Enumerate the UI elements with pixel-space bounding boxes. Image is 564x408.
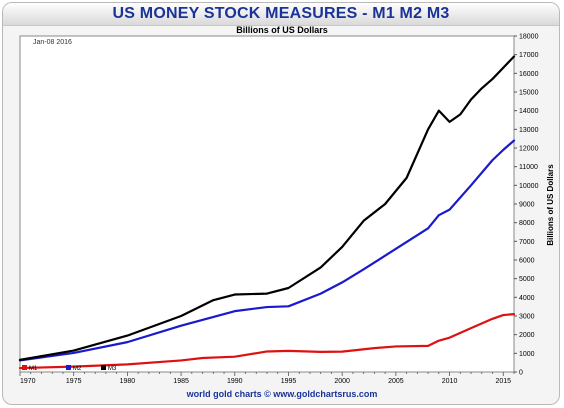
y-tick-label: 7000 [519,239,535,246]
series-layer [18,55,516,370]
legend-swatch-m3 [101,365,106,370]
legend-swatch-m2 [66,365,71,370]
x-tick-label: 1985 [173,378,189,385]
y-tick-label: 3000 [519,314,535,321]
chart-title: US MONEY STOCK MEASURES - M1 M2 M3 [112,5,450,22]
y-tick-label: 15000 [519,90,539,97]
series-line-m1 [18,313,516,370]
plot-area [19,35,515,373]
series-line-m3 [18,55,516,361]
y-tick-label: 6000 [519,258,535,265]
y-tick-label: 1000 [519,351,535,358]
x-tick-label: 2010 [442,378,458,385]
y-tick-label: 10000 [519,183,539,190]
x-tick-label: 1975 [66,378,82,385]
legend-swatch-m1 [22,365,27,370]
x-tick-label: 1990 [227,378,243,385]
y-axis-label: Billions of US Dollars [546,164,555,246]
x-tick-label: 2015 [495,378,511,385]
y-tick-label: 17000 [519,52,539,59]
y-tick-label: 14000 [519,108,539,115]
date-note: Jan-08 2016 [33,39,72,46]
legend-label-m1: M1 [29,366,38,372]
chart-subtitle: Billions of US Dollars [236,25,328,35]
title-bar: US MONEY STOCK MEASURES - M1 M2 M3 [3,3,559,26]
y-tick-label: 13000 [519,127,539,134]
series-line-m2 [18,139,516,362]
x-tick-label: 1980 [120,378,136,385]
x-axis-ticks: 1970 1975 1980 1985 1990 1995 2000 2005 2010 2015 [19,372,515,385]
legend: M1 M2 M3 [22,365,117,372]
y-axis-ticks: 0 1000 2000 3000 4000 5000 6000 7000 8000 9000 100… [514,34,539,377]
x-tick-label: 1970 [20,378,36,385]
x-tick-label: 2005 [388,378,404,385]
y-tick-label: 9000 [519,202,535,209]
y-tick-label: 5000 [519,276,535,283]
y-tick-label: 11000 [519,164,538,171]
y-tick-label: 0 [519,370,523,377]
y-tick-label: 4000 [519,295,535,302]
x-tick-label: 2000 [334,378,350,385]
legend-label-m3: M3 [108,366,117,372]
x-tick-label: 1995 [281,378,297,385]
y-tick-label: 12000 [519,146,539,153]
legend-label-m2: M2 [73,366,82,372]
y-tick-label: 16000 [519,71,539,78]
y-tick-label: 18000 [519,34,539,41]
y-tick-label: 2000 [519,332,535,339]
source-credit: world gold charts © www.goldchartsrus.co… [186,389,378,399]
y-tick-label: 8000 [519,220,535,227]
